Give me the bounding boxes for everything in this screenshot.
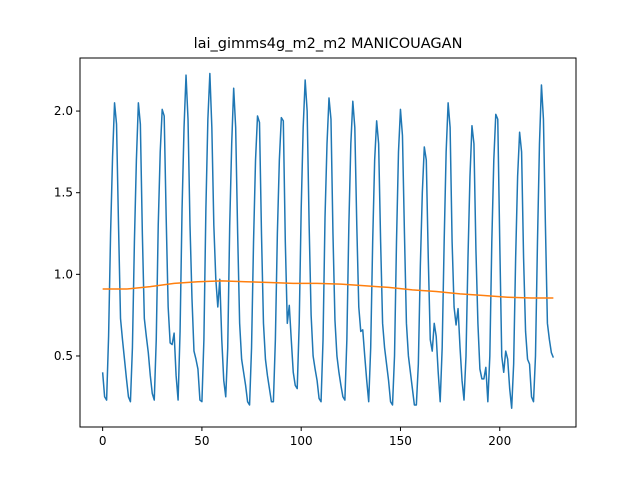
x-tick-label: 0 [99, 434, 107, 448]
y-tick-label: 0.5 [54, 349, 73, 363]
chart-title: lai_gimms4g_m2_m2 MANICOUAGAN [194, 36, 463, 52]
y-tick-label: 1.0 [54, 267, 73, 281]
x-tick-label: 50 [194, 434, 209, 448]
data-line [102, 280, 554, 299]
axes-layer: 0 50 100 150 200 0.5 1.0 1.5 2.0 [54, 104, 511, 448]
data-line [101, 72, 555, 409]
x-tick-label: 200 [488, 434, 511, 448]
x-tick-label: 100 [290, 434, 313, 448]
x-tick-label: 150 [389, 434, 412, 448]
y-tick-label: 2.0 [54, 104, 73, 118]
plot-layer [101, 72, 555, 409]
axes-frame [79, 57, 577, 428]
y-tick-label: 1.5 [54, 186, 73, 200]
